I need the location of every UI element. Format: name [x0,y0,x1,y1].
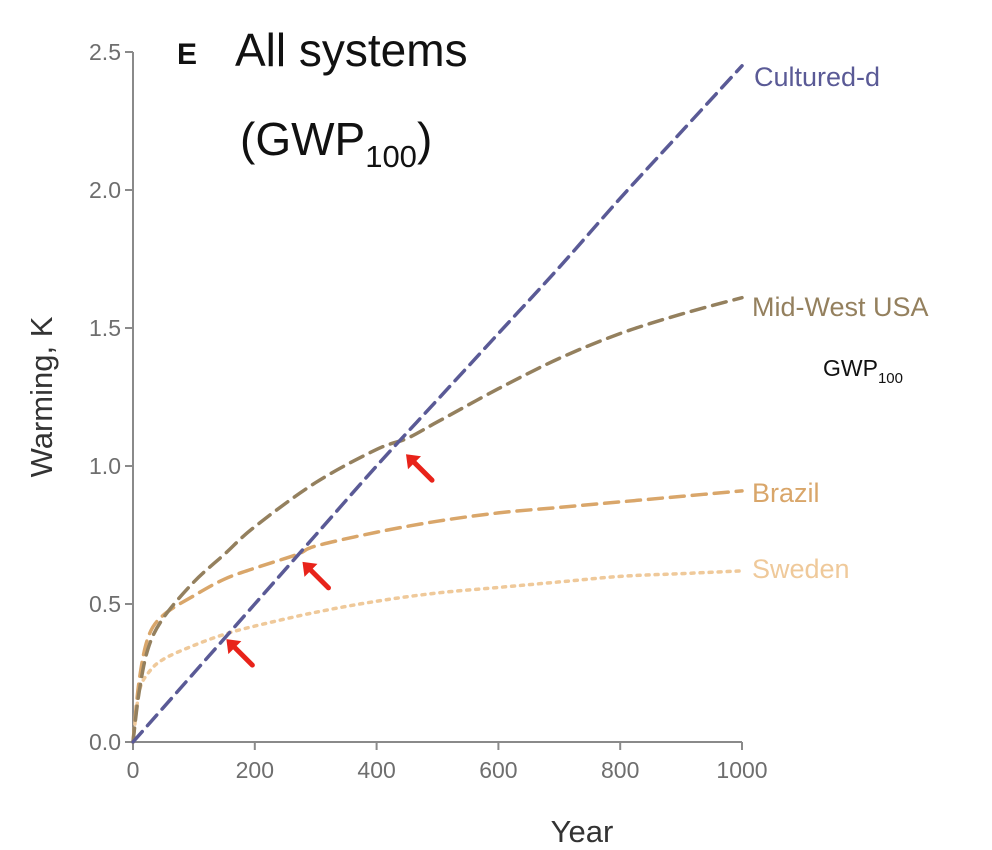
red-arrow-head [302,561,318,577]
x-tick-label: 800 [601,757,639,783]
x-axis-title: Year [551,814,614,849]
red-arrow [226,639,255,668]
gwp100-annotation: GWP100 [823,355,903,387]
red-arrow-shaft [307,567,331,591]
series-labels: Cultured-d Mid-West USA Brazil Sweden [752,62,929,584]
x-tick-label: 400 [357,757,395,783]
chart-title-line1: All systems [235,24,468,76]
x-axis-ticks: 0 200 400 600 800 1000 [127,742,768,783]
x-tick-label: 200 [236,757,274,783]
series-line-sweden [131,569,744,744]
red-arrow-shaft [231,644,255,668]
chart-title-line2: (GWP100) [240,113,432,174]
series-label-cultured-d: Cultured-d [754,62,880,92]
series-line-cultured-d [131,64,744,744]
y-tick-label: 1.5 [89,315,121,341]
series-label-brazil: Brazil [752,478,820,508]
chart-title-subscript: 100 [365,139,417,174]
red-arrow-shaft [411,459,435,483]
y-tick-label: 2.0 [89,177,121,203]
series-layer [131,64,744,744]
y-axis-ticks: 0.0 0.5 1.0 1.5 2.0 2.5 [89,39,133,755]
red-arrow [302,561,331,591]
gwp100-annotation-subscript: 100 [878,370,903,387]
x-tick-label: 1000 [716,757,767,783]
series-line-mid-west-usa [131,295,744,744]
y-tick-label: 1.0 [89,453,121,479]
y-tick-label: 0.0 [89,729,121,755]
red-arrow-head [406,454,422,470]
x-tick-label: 600 [479,757,517,783]
y-tick-label: 2.5 [89,39,121,65]
arrow-layer [226,454,435,668]
panel-letter: E [177,38,197,71]
y-axis-title: Warming, K [24,316,59,477]
chart-title-prefix: (GWP [240,113,365,165]
series-label-sweden: Sweden [752,554,850,584]
red-arrow-head [226,639,242,655]
chart-title-suffix: ) [417,113,432,165]
series-label-mid-west-usa: Mid-West USA [752,292,929,322]
series-line-brazil [131,489,744,744]
y-tick-label: 0.5 [89,591,121,617]
red-arrow [406,454,435,483]
x-tick-label: 0 [127,757,140,783]
gwp100-annotation-text: GWP [823,355,878,381]
